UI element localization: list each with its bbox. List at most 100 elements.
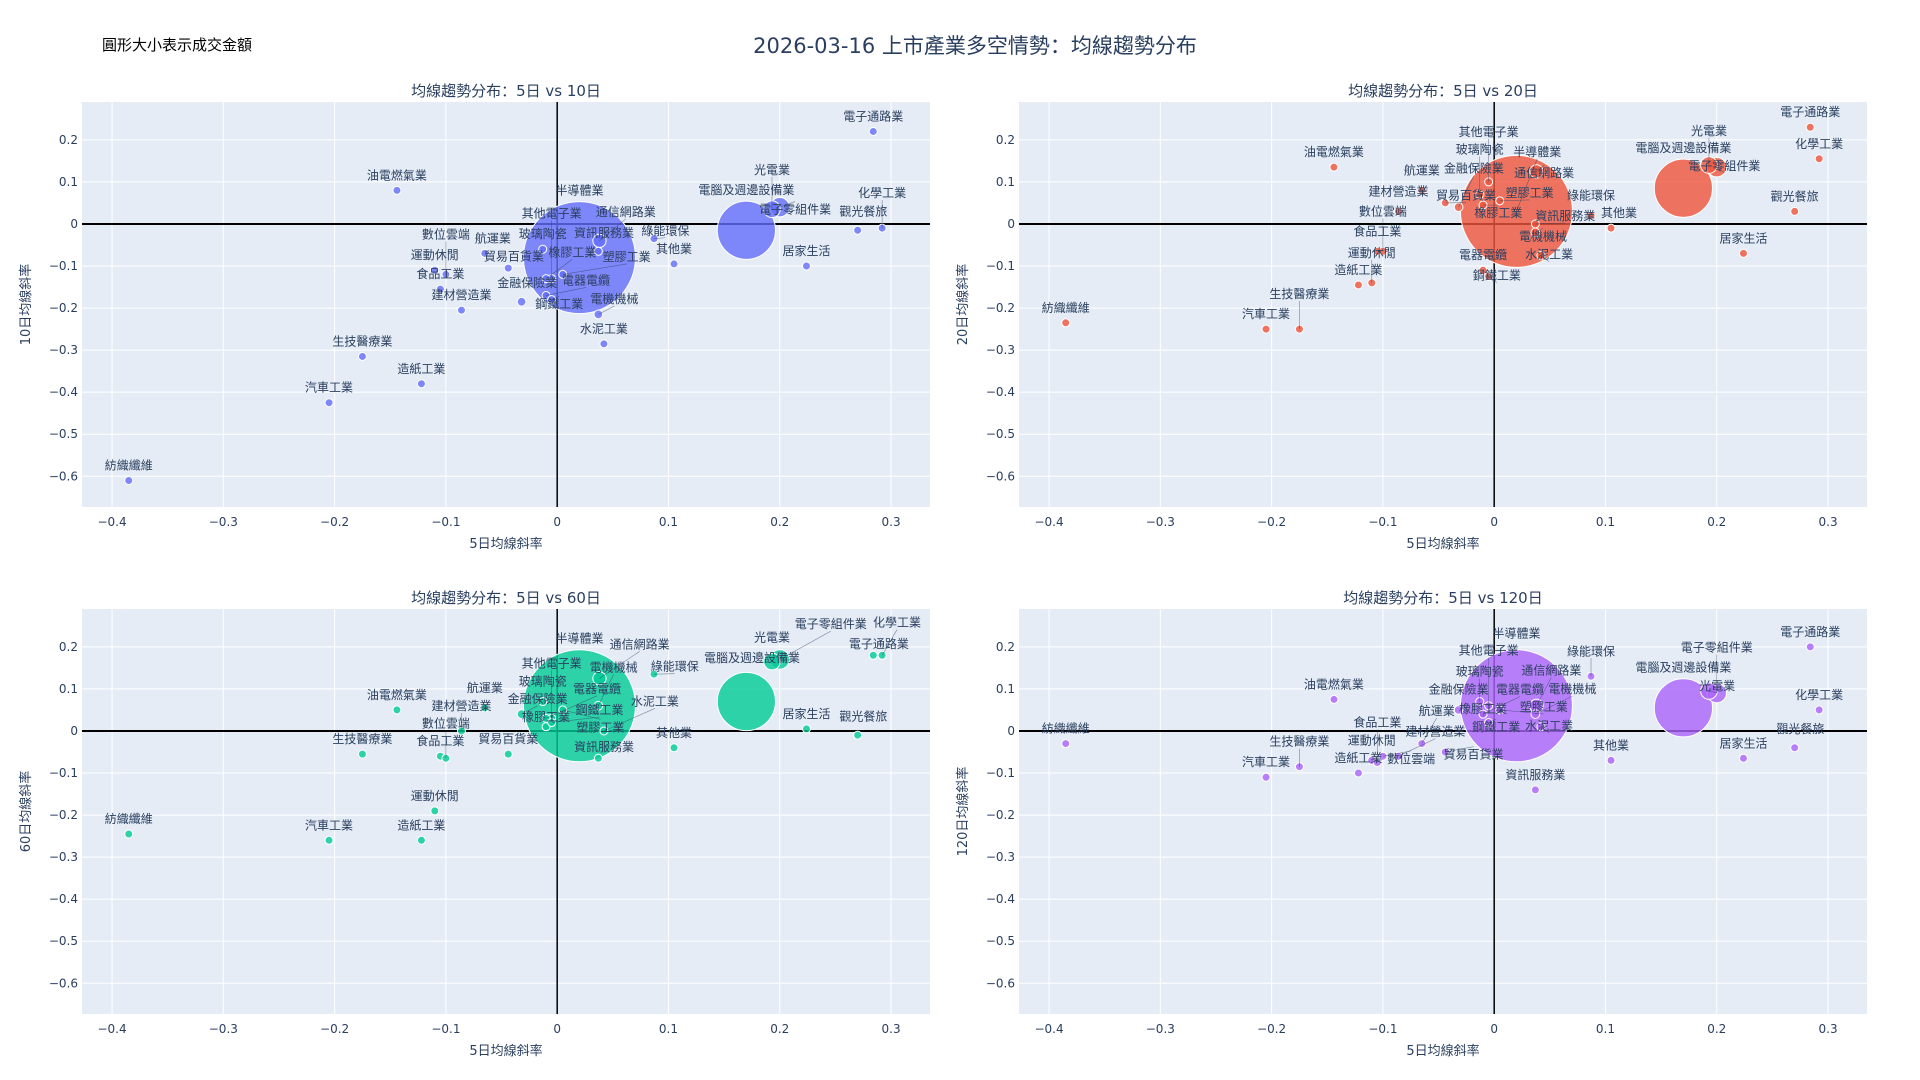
point-label: 其他電子業: [522, 656, 582, 670]
point-marker[interactable]: [456, 305, 466, 315]
point-marker[interactable]: [1790, 743, 1800, 753]
point-marker[interactable]: [1478, 265, 1488, 275]
point-marker[interactable]: [853, 225, 863, 235]
point-label: 觀光餐旅: [1771, 188, 1819, 203]
point-marker[interactable]: [430, 806, 440, 816]
point-marker[interactable]: [124, 829, 134, 839]
size-annotation: 圓形大小表示成交金額: [102, 36, 253, 54]
point-marker[interactable]: [357, 749, 367, 759]
subplot-title: 均線趨勢分布：5日 vs 20日: [1348, 82, 1538, 100]
label-leaders: [445, 629, 898, 759]
point-marker[interactable]: [1738, 248, 1748, 258]
point-marker[interactable]: [1261, 772, 1271, 782]
point-marker[interactable]: [416, 835, 426, 845]
point-label: 綠能環保: [1567, 644, 1615, 658]
point-marker[interactable]: [716, 671, 776, 732]
point-marker[interactable]: [1814, 705, 1824, 715]
point-marker[interactable]: [480, 248, 490, 258]
point-label: 紡織纖維: [105, 458, 153, 473]
point-marker[interactable]: [1653, 158, 1713, 218]
point-label: 造紙工業: [1334, 750, 1382, 765]
point-marker[interactable]: [480, 703, 490, 713]
label-leader-line: [1445, 202, 1467, 204]
point-label: 玻璃陶瓷: [519, 674, 567, 689]
point-marker[interactable]: [593, 753, 603, 763]
point-marker[interactable]: [430, 265, 440, 275]
point-label: 其他電子業: [1459, 125, 1519, 139]
point-marker[interactable]: [1453, 705, 1464, 715]
point-label: 光電業: [1699, 679, 1735, 693]
point-label: 貿易百貨業: [478, 731, 538, 746]
point-label: 生技醫療業: [332, 732, 392, 746]
point-marker[interactable]: [1805, 122, 1815, 132]
y-tick-label: 0.1: [996, 175, 1015, 189]
point-marker[interactable]: [1061, 739, 1071, 749]
label-leader-line: [881, 629, 898, 656]
point-marker[interactable]: [516, 296, 527, 307]
point-marker[interactable]: [593, 246, 603, 256]
point-marker[interactable]: [1530, 785, 1540, 795]
point-marker[interactable]: [1606, 755, 1616, 765]
point-label: 運動休閒: [1348, 733, 1396, 747]
point-marker[interactable]: [503, 263, 513, 273]
x-tick-label: −0.2: [1257, 1022, 1286, 1036]
point-marker[interactable]: [1061, 318, 1071, 328]
point-label: 運動休閒: [411, 789, 459, 803]
point-label: 油電燃氣業: [367, 687, 427, 702]
point-marker[interactable]: [538, 697, 548, 707]
plot-background: [1019, 609, 1867, 1014]
point-label: 電子通路業: [843, 108, 903, 123]
point-marker[interactable]: [801, 261, 811, 271]
point-marker[interactable]: [1805, 642, 1815, 652]
point-marker[interactable]: [599, 339, 609, 349]
y-axis-title: 20日均線斜率: [955, 264, 971, 346]
point-label: 貿易百貨業: [484, 249, 544, 264]
point-marker[interactable]: [716, 200, 776, 260]
point-label: 數位雲端: [422, 715, 470, 730]
point-label: 運動休閒: [1348, 246, 1396, 260]
subplot-title: 均線趨勢分布：5日 vs 60日: [411, 589, 601, 607]
point-marker[interactable]: [669, 743, 679, 753]
point-marker[interactable]: [853, 730, 863, 740]
point-marker[interactable]: [1261, 324, 1271, 334]
point-marker[interactable]: [357, 351, 367, 361]
point-label: 電子零組件業: [759, 203, 831, 217]
point-marker[interactable]: [1814, 154, 1824, 164]
y-tick-label: −0.5: [49, 427, 78, 441]
point-marker[interactable]: [392, 705, 402, 715]
point-marker[interactable]: [538, 244, 548, 254]
point-marker[interactable]: [1417, 185, 1427, 195]
point-marker[interactable]: [324, 835, 334, 845]
y-tick-label: 0.1: [59, 175, 78, 189]
point-marker[interactable]: [1738, 753, 1748, 763]
point-marker[interactable]: [1353, 768, 1363, 778]
point-label: 通信網路業: [596, 204, 656, 219]
point-marker[interactable]: [868, 126, 878, 136]
point-marker[interactable]: [503, 749, 513, 759]
x-tick-label: −0.4: [1034, 1022, 1063, 1036]
point-marker[interactable]: [1393, 206, 1403, 216]
point-marker[interactable]: [416, 379, 426, 389]
point-marker[interactable]: [801, 724, 811, 734]
point-label: 玻璃陶瓷: [1456, 664, 1504, 679]
point-marker[interactable]: [1329, 162, 1339, 172]
point-marker[interactable]: [124, 476, 134, 486]
point-marker[interactable]: [324, 398, 334, 408]
point-marker[interactable]: [1653, 678, 1713, 738]
point-marker[interactable]: [1606, 223, 1616, 233]
point-marker[interactable]: [1329, 694, 1339, 704]
point-marker[interactable]: [1586, 211, 1596, 221]
point-marker[interactable]: [1353, 280, 1363, 290]
point-marker[interactable]: [435, 284, 445, 294]
point-marker[interactable]: [763, 652, 781, 671]
point-marker[interactable]: [1790, 206, 1800, 216]
point-marker[interactable]: [868, 650, 878, 660]
point-marker[interactable]: [669, 259, 679, 269]
y-tick-label: −0.5: [49, 934, 78, 948]
point-marker[interactable]: [392, 185, 402, 195]
point-label: 食品工業: [416, 733, 464, 748]
point-label: 觀光餐旅: [839, 204, 887, 219]
label-leader-line: [598, 305, 615, 315]
subplot-4: −0.4 −0.3 −0.2 −0.1 0 0.1 0.2 0.3 0.2 0.1 0 −0.1 −0.…: [955, 589, 1867, 1059]
